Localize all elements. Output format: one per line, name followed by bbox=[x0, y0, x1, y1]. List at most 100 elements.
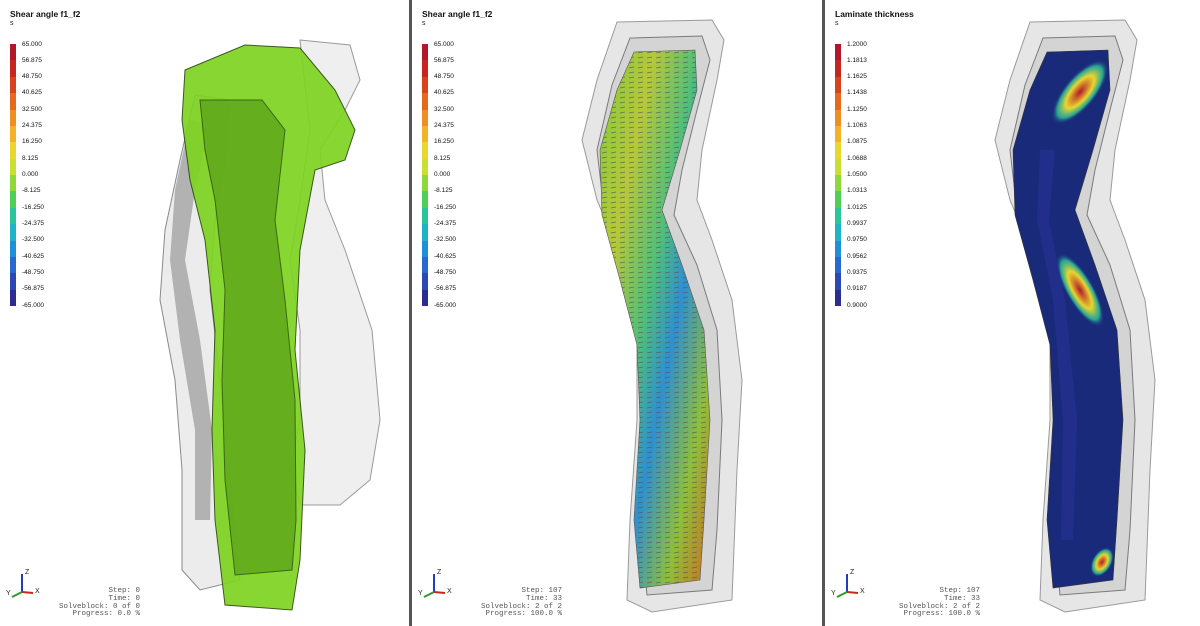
axis-z-label: Z bbox=[850, 569, 855, 576]
legend-label: 1.0688 bbox=[847, 155, 867, 162]
preform-cavity bbox=[199, 99, 297, 576]
status-time: Time: 0 bbox=[108, 594, 140, 603]
legend-label: 32.500 bbox=[434, 106, 454, 113]
thickness-hotspot-top bbox=[1051, 59, 1109, 125]
legend-label: 0.000 bbox=[22, 171, 39, 178]
model-view-final-shear[interactable] bbox=[412, 0, 822, 626]
legend-label: 0.9937 bbox=[847, 220, 867, 227]
thickness-hotspot-mid bbox=[1055, 252, 1105, 328]
legend-label: -16.250 bbox=[22, 204, 45, 211]
legend-label: 1.1063 bbox=[847, 122, 867, 129]
axis-x-label: X bbox=[447, 588, 452, 595]
legend-color-bar bbox=[422, 44, 428, 306]
panel-unit: s bbox=[835, 20, 839, 27]
legend-label: 0.9187 bbox=[847, 285, 867, 292]
legend-label: 1.2000 bbox=[847, 41, 867, 48]
legend-label: 1.0500 bbox=[847, 171, 867, 178]
legend-label: -16.250 bbox=[434, 204, 457, 211]
legend-label: 40.625 bbox=[22, 89, 42, 96]
legend-label: -8.125 bbox=[434, 187, 453, 194]
legend-label: -32.500 bbox=[22, 236, 45, 243]
status-solveblock: Solveblock: 2 of 2 bbox=[898, 602, 980, 611]
solver-status: Step: 0 Time: 0 Solveblock: 0 of 0 Progr… bbox=[30, 587, 140, 619]
status-step: Step: 0 bbox=[108, 587, 140, 595]
legend-label: 0.000 bbox=[434, 171, 451, 178]
legend-label: -56.875 bbox=[434, 285, 457, 292]
status-step: Step: 107 bbox=[521, 587, 562, 595]
axis-y-label: Y bbox=[6, 590, 11, 597]
panel-unit: s bbox=[422, 20, 426, 27]
legend-label: -56.875 bbox=[22, 285, 45, 292]
legend-color-bar bbox=[835, 44, 841, 306]
model-view-initial[interactable] bbox=[0, 0, 409, 626]
status-progress: Progress: 100.0 % bbox=[485, 610, 562, 619]
axis-y-label: Y bbox=[418, 590, 423, 597]
axis-z-label: Z bbox=[25, 569, 30, 576]
thickness-hotspot-bottom bbox=[1090, 547, 1114, 577]
legend-label: 1.1813 bbox=[847, 57, 867, 64]
legend-label: 65.000 bbox=[22, 41, 42, 48]
axis-y-label: Y bbox=[831, 590, 836, 597]
legend-label: 65.000 bbox=[434, 41, 454, 48]
legend-label: -48.750 bbox=[434, 269, 457, 276]
axis-triad: Z Y X bbox=[6, 566, 46, 600]
legend-label: 8.125 bbox=[22, 155, 39, 162]
legend-label: -32.500 bbox=[434, 236, 457, 243]
status-progress: Progress: 0.0 % bbox=[72, 610, 140, 619]
fibre-orientation-overlay bbox=[600, 50, 710, 588]
legend-label: 1.0875 bbox=[847, 138, 867, 145]
status-time: Time: 33 bbox=[943, 594, 980, 603]
legend-label: 8.125 bbox=[434, 155, 451, 162]
legend-label: 1.1250 bbox=[847, 106, 867, 113]
panel-title: Laminate thickness bbox=[835, 9, 914, 19]
legend-label: 48.750 bbox=[22, 73, 42, 80]
legend-label: -48.750 bbox=[22, 269, 45, 276]
legend-label: 40.625 bbox=[434, 89, 454, 96]
legend-label: 0.9750 bbox=[847, 236, 867, 243]
axis-triad-icon bbox=[11, 574, 34, 598]
legend-label: 48.750 bbox=[434, 73, 454, 80]
legend-label: -24.375 bbox=[22, 220, 45, 227]
legend-color-bar bbox=[10, 44, 16, 306]
status-solveblock: Solveblock: 0 of 0 bbox=[58, 602, 140, 611]
legend-label: -40.625 bbox=[434, 253, 457, 260]
legend-label: -8.125 bbox=[22, 187, 41, 194]
axis-z-label: Z bbox=[437, 569, 442, 576]
viewport-laminate-thickness[interactable]: Laminate thickness s 1.2000 1.1813 1.162… bbox=[825, 0, 1200, 626]
status-solveblock: Solveblock: 2 of 2 bbox=[480, 602, 562, 611]
panel-divider[interactable] bbox=[822, 0, 825, 626]
legend-label: 16.250 bbox=[434, 138, 454, 145]
axis-triad: Z Y X bbox=[418, 566, 458, 600]
legend-label: 24.375 bbox=[434, 122, 454, 129]
model-view-thickness[interactable] bbox=[825, 0, 1200, 626]
viewport-initial-shear[interactable]: Shear angle f1_f2 s 65.000 56.875 48.750… bbox=[0, 0, 409, 626]
axis-x-label: X bbox=[35, 588, 40, 595]
legend-label: 24.375 bbox=[22, 122, 42, 129]
solver-status: Step: 107 Time: 33 Solveblock: 2 of 2 Pr… bbox=[870, 587, 980, 619]
legend-label: 1.1625 bbox=[847, 73, 867, 80]
legend-label: 56.875 bbox=[434, 57, 454, 64]
thickness-edge-band bbox=[1037, 150, 1077, 540]
viewport-final-shear[interactable]: Shear angle f1_f2 s 65.000 56.875 48.750… bbox=[412, 0, 822, 626]
panel-title: Shear angle f1_f2 bbox=[10, 9, 81, 19]
color-legend: 1.2000 1.1813 1.1625 1.1438 1.1250 1.106… bbox=[835, 41, 895, 312]
axis-triad-icon bbox=[836, 574, 859, 598]
legend-label: 1.1438 bbox=[847, 89, 867, 96]
legend-label: 56.875 bbox=[22, 57, 42, 64]
legend-label: 0.9562 bbox=[847, 253, 867, 260]
color-legend: 65.000 56.875 48.750 40.625 32.500 24.37… bbox=[10, 41, 70, 312]
legend-label: -24.375 bbox=[434, 220, 457, 227]
legend-label: -65.000 bbox=[22, 302, 45, 309]
axis-triad-icon bbox=[423, 574, 446, 598]
status-time: Time: 33 bbox=[525, 594, 562, 603]
axis-x-label: X bbox=[860, 588, 865, 595]
mold-flange-dark bbox=[170, 120, 212, 520]
legend-label: -65.000 bbox=[434, 302, 457, 309]
panel-title: Shear angle f1_f2 bbox=[422, 9, 493, 19]
status-progress: Progress: 100.0 % bbox=[903, 610, 980, 619]
legend-label: 1.0125 bbox=[847, 204, 867, 211]
panel-divider[interactable] bbox=[409, 0, 412, 626]
legend-label: 1.0313 bbox=[847, 187, 867, 194]
panel-unit: s bbox=[10, 20, 14, 27]
